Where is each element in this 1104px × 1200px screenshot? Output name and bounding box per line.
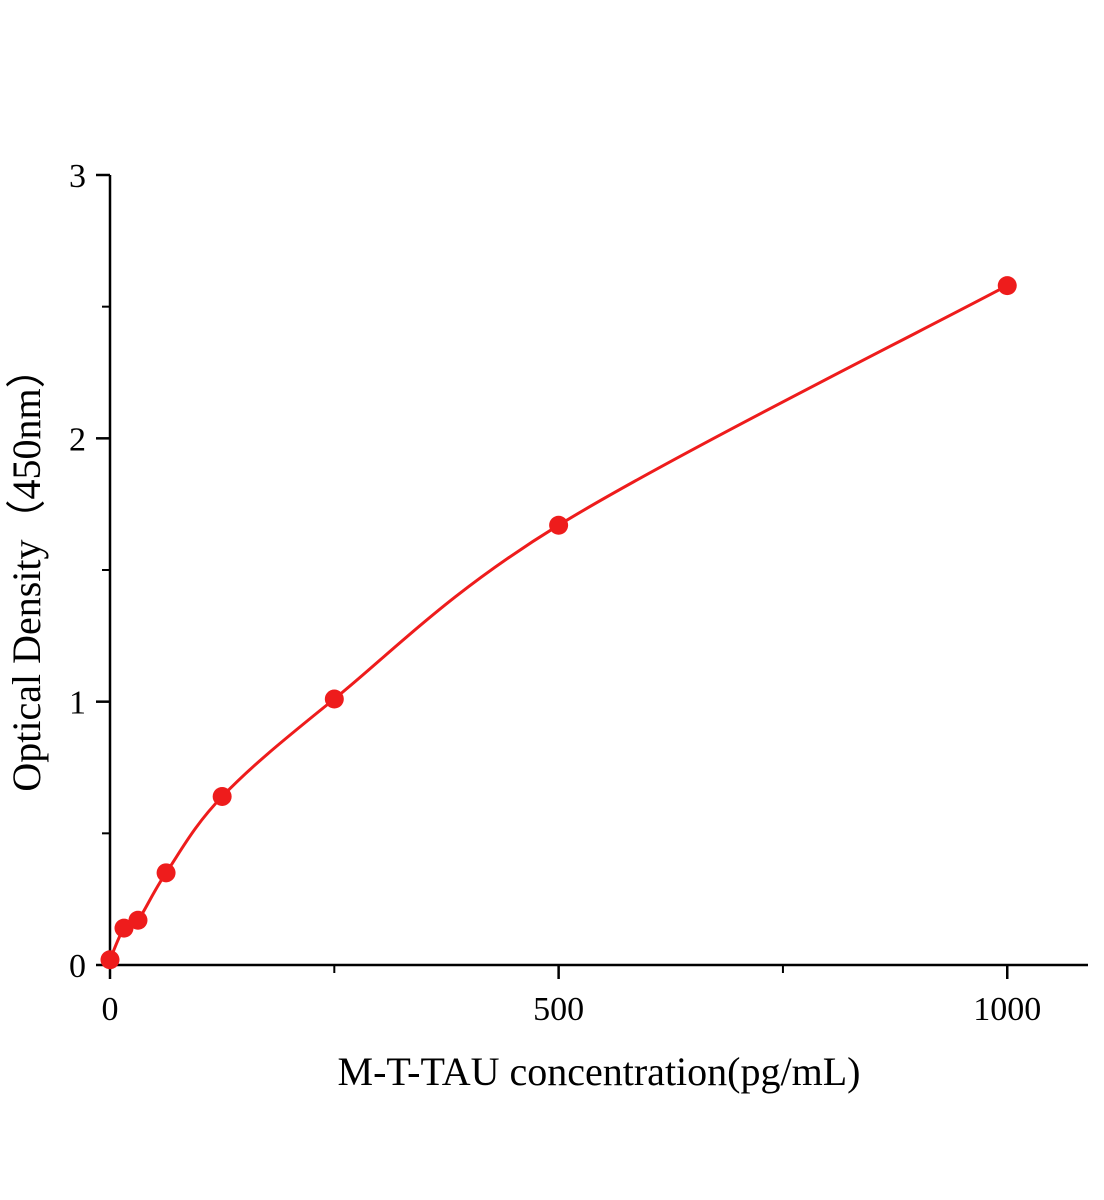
data-point <box>549 515 569 535</box>
x-tick-label: 0 <box>102 991 119 1028</box>
data-point <box>324 689 344 709</box>
y-tick-label: 1 <box>69 685 86 722</box>
x-tick-label: 1000 <box>973 991 1041 1028</box>
x-tick-label: 500 <box>533 991 584 1028</box>
data-point <box>212 786 232 806</box>
data-point <box>114 918 134 938</box>
fit-curve <box>108 284 1008 961</box>
y-axis-title: Optical Density（450nm） <box>4 348 49 791</box>
data-point <box>156 863 176 883</box>
data-point <box>100 950 120 970</box>
y-tick-label: 3 <box>69 158 86 195</box>
data-point <box>128 910 148 930</box>
y-tick-label: 2 <box>69 421 86 458</box>
data-point <box>997 276 1017 296</box>
x-axis-title: M-T-TAU concentration(pg/mL) <box>338 1049 861 1094</box>
y-tick-label: 0 <box>69 948 86 985</box>
